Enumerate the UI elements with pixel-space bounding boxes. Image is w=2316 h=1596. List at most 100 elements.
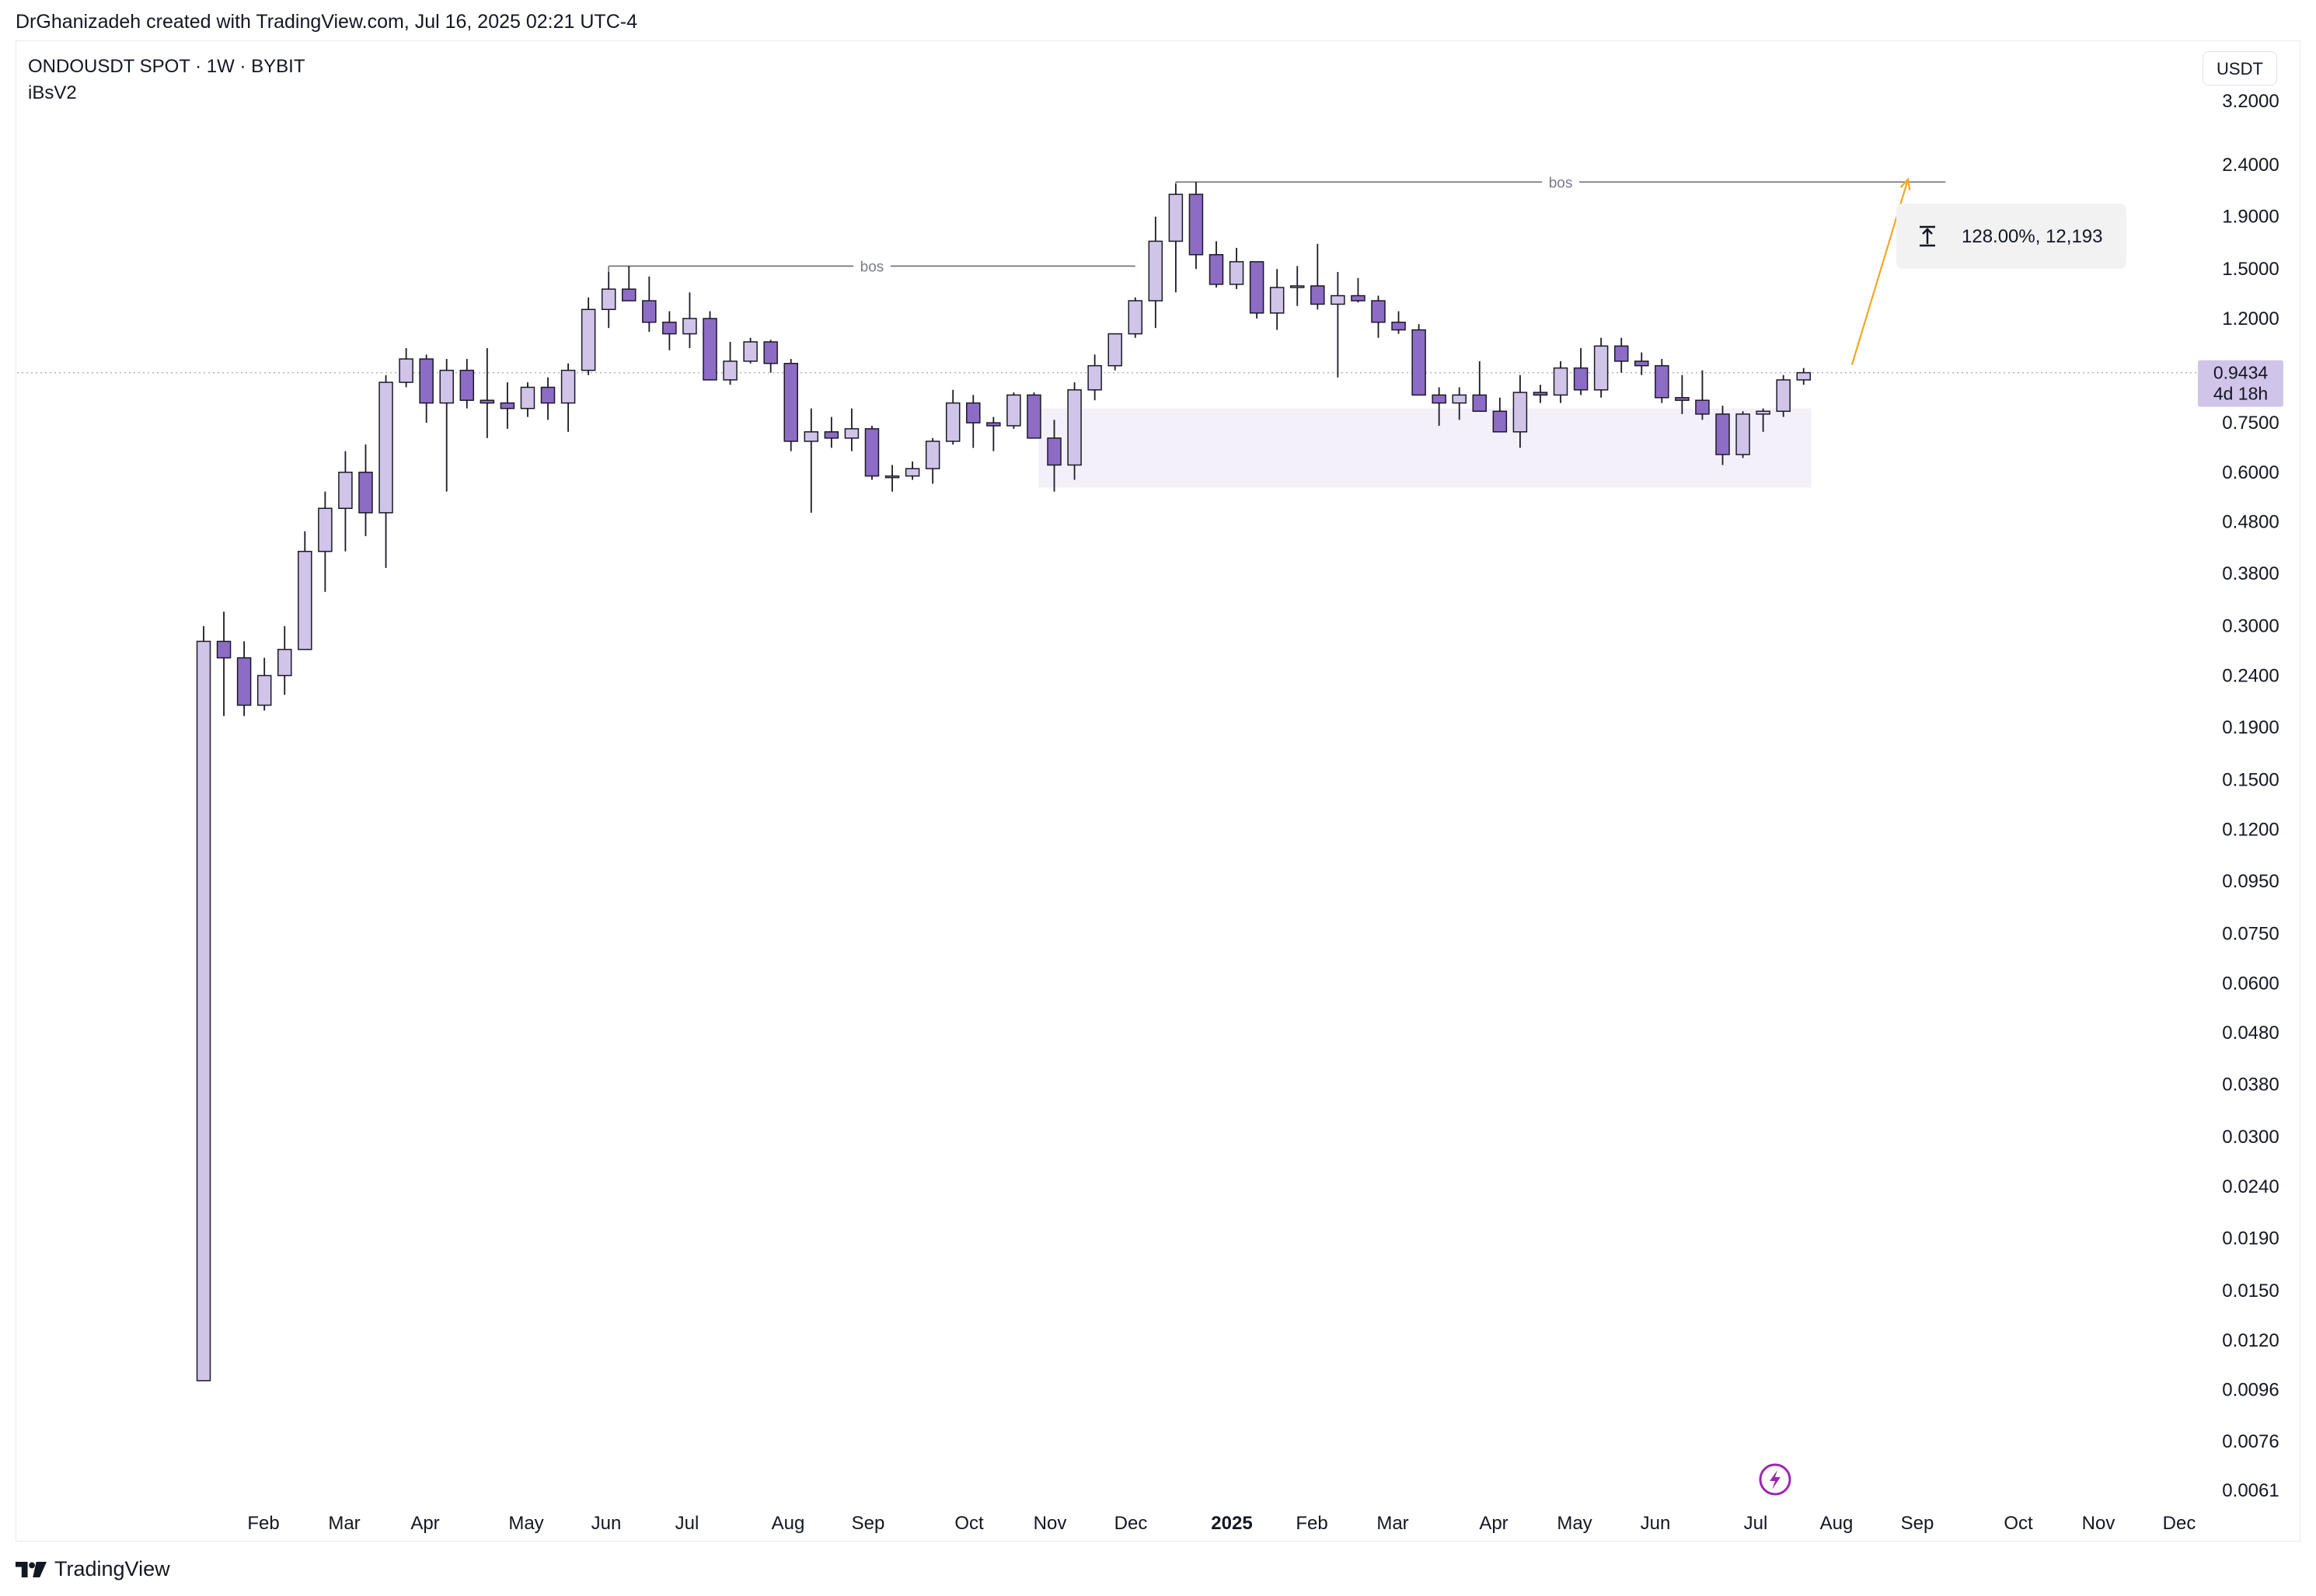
candle	[723, 341, 738, 385]
candle-body-bearish	[986, 422, 1001, 427]
price-axis[interactable]: 3.2000 2.4000 1.9000 1.5000 1.2000 0.7500 0.60…	[2198, 91, 2283, 1501]
price-tick-label: 0.0076	[2222, 1431, 2279, 1452]
candle-body-bearish	[459, 369, 475, 401]
candle-body-bearish	[1411, 329, 1426, 396]
price-tick-label: 0.6000	[2222, 462, 2279, 483]
time-tick-label: Feb	[1296, 1513, 1327, 1534]
candle-body-bullish	[439, 369, 454, 404]
candle	[1411, 324, 1426, 396]
candle	[1472, 361, 1488, 413]
time-tick-label: Apr	[1479, 1513, 1508, 1534]
candle	[1391, 311, 1406, 334]
time-tick-label: Nov	[1034, 1513, 1067, 1534]
time-tick-label: Sep	[852, 1513, 885, 1534]
candle-body-bullish	[277, 649, 292, 677]
candle	[1492, 397, 1508, 433]
candle	[1351, 277, 1366, 303]
time-tick-label: Jun	[591, 1513, 622, 1534]
price-tick-label: 0.0480	[2222, 1023, 2279, 1044]
candle	[216, 612, 232, 716]
candle	[682, 292, 697, 349]
currency-button[interactable]: USDT	[2203, 51, 2277, 85]
candle-body-bearish	[703, 318, 717, 381]
candle	[622, 266, 637, 301]
candle-body-bearish	[1533, 392, 1548, 396]
candle	[925, 437, 940, 484]
bos-label: bos	[860, 259, 884, 275]
candle	[1128, 297, 1143, 338]
measure-range-icon	[1920, 225, 1935, 247]
candle	[256, 657, 272, 711]
candle	[966, 395, 981, 448]
candle-body-bullish	[520, 386, 535, 409]
price-tick-label: 0.0120	[2222, 1330, 2279, 1351]
candle-body-bearish	[1310, 285, 1325, 305]
candle	[1168, 183, 1184, 293]
candle-body-bearish	[1655, 364, 1669, 399]
candle	[1796, 368, 1811, 385]
candle-body-bearish	[1027, 394, 1041, 439]
price-tick-label: 2.4000	[2222, 155, 2279, 176]
candle	[1613, 337, 1629, 373]
candle	[1371, 295, 1386, 338]
time-tick-label: Mar	[328, 1513, 360, 1534]
candle-body-bullish	[560, 369, 576, 404]
tradingview-logo-icon	[16, 1561, 47, 1577]
candle	[540, 377, 556, 420]
candle	[1107, 333, 1122, 371]
bos-label: bos	[1549, 175, 1573, 191]
candle-body-bearish	[783, 362, 798, 442]
candle	[480, 348, 495, 438]
candle-body-bearish	[1472, 394, 1488, 413]
time-tick-label: Jul	[1744, 1513, 1768, 1534]
candle-body-bullish	[581, 308, 596, 371]
time-tick-label: Jul	[675, 1513, 699, 1534]
candle	[277, 626, 292, 695]
tradingview-brand[interactable]: TradingView	[16, 1557, 170, 1581]
candle-body-bullish	[1006, 394, 1021, 427]
candle-body-bullish	[1229, 261, 1244, 285]
candle	[1533, 385, 1548, 403]
candle	[1027, 392, 1041, 439]
lightning-icon[interactable]	[1759, 1463, 1791, 1496]
candle	[298, 531, 312, 650]
candle	[338, 451, 353, 552]
symbol-title[interactable]: ONDOUSDT SPOT · 1W · BYBIT	[28, 56, 305, 77]
candle	[581, 297, 596, 375]
candle-body-bearish	[642, 300, 657, 323]
time-tick-label: Nov	[2082, 1513, 2115, 1534]
time-axis[interactable]: Feb Mar Apr May Jun Jul Aug Sep Oct Nov Dec 2025 Feb…	[247, 1513, 2196, 1534]
candle-body-bearish	[1715, 413, 1730, 455]
candle-body-bearish	[864, 428, 880, 477]
candle	[1331, 272, 1345, 378]
candle	[1695, 370, 1710, 420]
candle-body-bearish	[216, 640, 232, 659]
price-tick-label: 0.0950	[2222, 871, 2279, 892]
projection-arrow-head	[1899, 177, 1911, 190]
candle-body-bearish	[1634, 361, 1649, 367]
candle-body-bearish	[662, 321, 677, 335]
price-tick-label: 0.0190	[2222, 1228, 2279, 1249]
candle	[1655, 358, 1669, 403]
candle-body-bullish	[378, 382, 393, 514]
candle-body-bearish	[1249, 261, 1264, 314]
candle	[642, 276, 657, 333]
candle	[236, 641, 252, 716]
current-price-tag	[2198, 360, 2283, 407]
indicator-name[interactable]: iBsV2	[28, 82, 77, 103]
candles-layer	[196, 182, 1811, 1382]
candle-body-bullish	[1128, 300, 1143, 335]
price-tick-label: 1.5000	[2222, 259, 2279, 280]
candle-body-bullish	[1593, 345, 1609, 391]
candle	[601, 272, 616, 329]
candle	[520, 382, 535, 417]
candle-body-bullish	[925, 441, 940, 469]
price-tick-label: 0.4800	[2222, 512, 2279, 533]
candle-body-bearish	[540, 386, 556, 404]
price-tick-label: 3.2000	[2222, 91, 2279, 112]
candle	[864, 425, 880, 480]
candle	[743, 337, 758, 364]
candle-body-bullish	[1331, 294, 1345, 305]
candle	[1269, 269, 1285, 330]
